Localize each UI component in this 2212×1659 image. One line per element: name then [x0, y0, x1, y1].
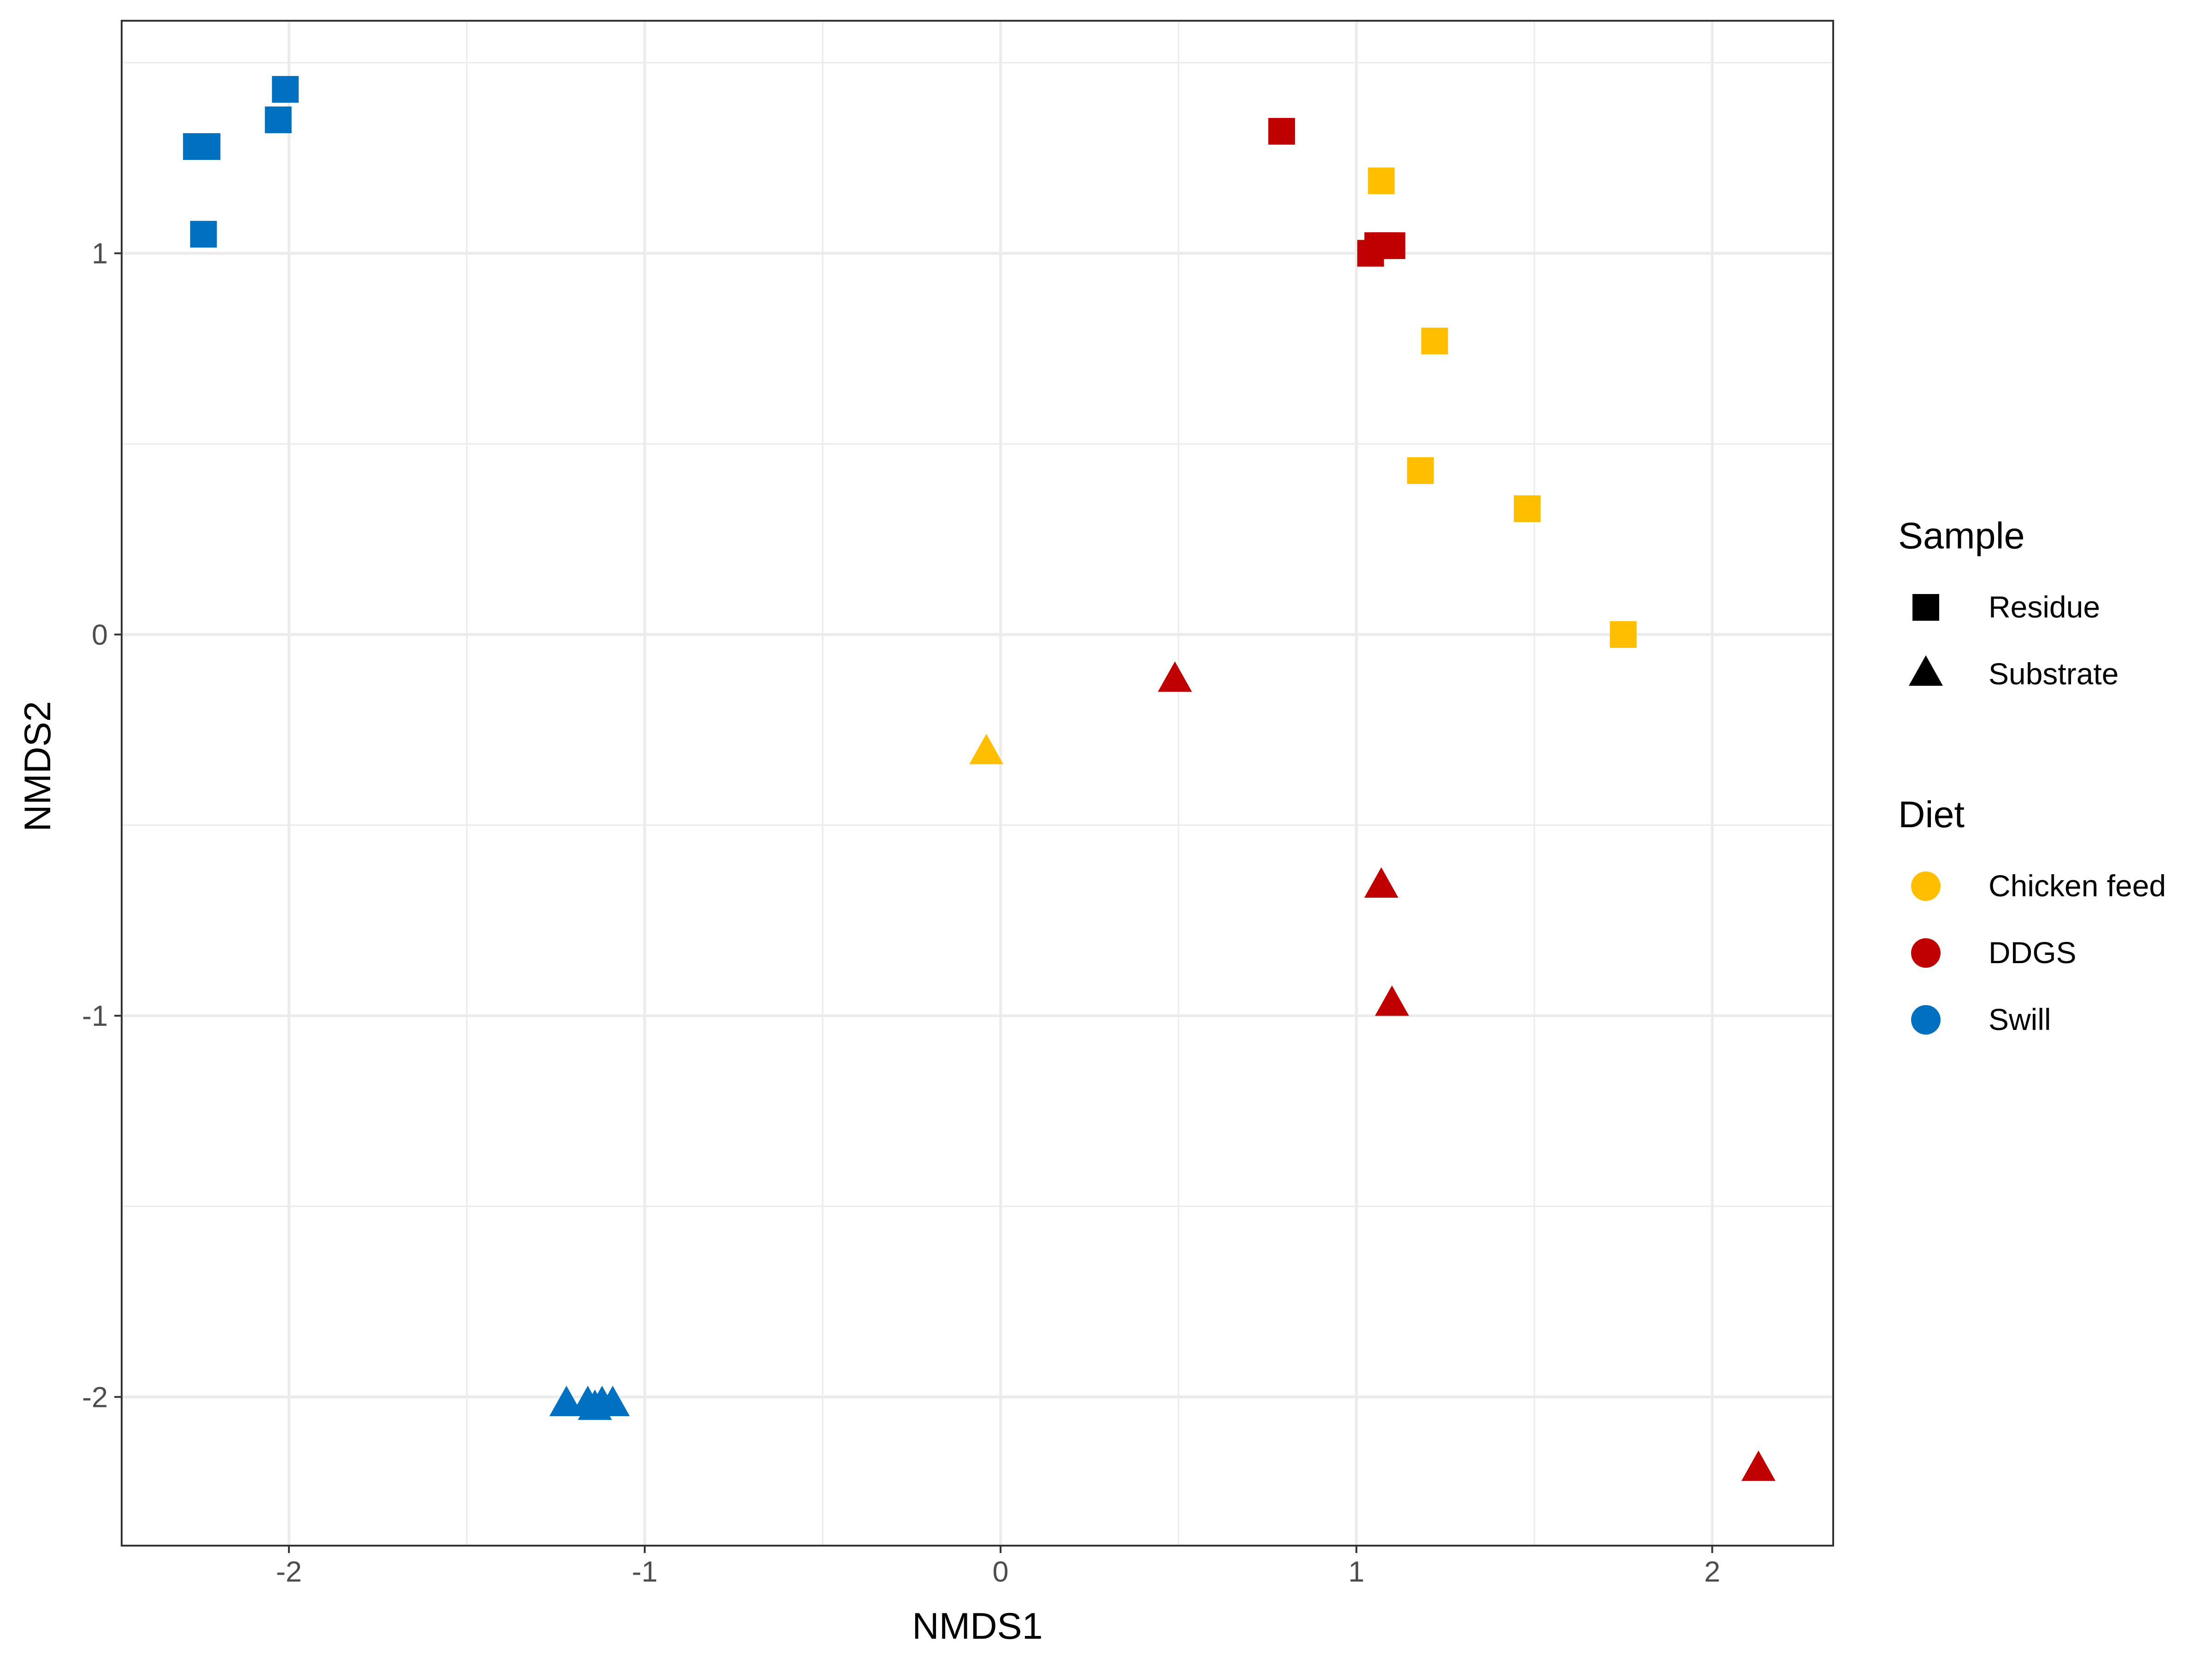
point-ddgs-substrate [1375, 985, 1409, 1016]
legend: Sample Residue Substrate Diet Chicken fe… [1898, 515, 2166, 1036]
legend-label-ddgs: DDGS [1988, 935, 2077, 970]
point-ddgs-residue [1268, 118, 1295, 145]
y-tick-label: -2 [82, 1381, 108, 1413]
minor-gridlines [122, 21, 1833, 1546]
point-chicken-feed-residue [1407, 457, 1434, 484]
panel-background [122, 21, 1833, 1546]
plot-panel [121, 20, 1834, 1547]
y-tick-label: 1 [92, 238, 108, 270]
legend-label-chicken-feed: Chicken feed [1988, 869, 2166, 903]
y-tick-label: -1 [82, 1000, 108, 1032]
x-tick-label: -2 [276, 1556, 302, 1588]
point-swill-substrate [549, 1385, 584, 1416]
legend-key-swill [1911, 1005, 1941, 1035]
point-chicken-feed-residue [1610, 621, 1637, 648]
point-ddgs-substrate [1158, 661, 1192, 692]
point-chicken-feed-residue [1421, 327, 1448, 354]
point-swill-residue [190, 221, 217, 248]
y-tick-label: 0 [92, 619, 108, 651]
x-tick-label: -1 [632, 1556, 658, 1588]
x-tick-label: 0 [993, 1556, 1009, 1588]
legend-title-sample: Sample [1898, 515, 2025, 557]
point-swill-residue [265, 106, 292, 134]
legend-key-square [1912, 594, 1939, 621]
y-axis-title: NMDS2 [17, 701, 59, 832]
y-axis: -2 -1 0 1 [82, 238, 122, 1413]
x-axis: -2 -1 0 1 2 [276, 1546, 1720, 1588]
legend-label-swill: Swill [1988, 1002, 2051, 1036]
point-swill-residue [272, 76, 299, 103]
point-ddgs-residue [1378, 232, 1406, 259]
point-chicken-feed-residue [1368, 167, 1395, 194]
legend-label-substrate: Substrate [1988, 657, 2119, 691]
panel-border [121, 20, 1834, 1547]
legend-key-chicken-feed [1911, 871, 1941, 901]
point-swill-substrate [595, 1385, 630, 1416]
point-ddgs-substrate [1741, 1450, 1776, 1481]
legend-key-triangle [1909, 655, 1943, 686]
point-ddgs-substrate [1364, 867, 1399, 898]
point-chicken-feed-residue [1513, 495, 1541, 522]
legend-label-residue: Residue [1988, 590, 2100, 624]
legend-shape-keys [1909, 594, 1943, 686]
legend-key-ddgs [1911, 938, 1941, 968]
point-swill-residue [194, 133, 221, 160]
point-chicken-feed-substrate [969, 734, 1004, 765]
legend-color-keys [1911, 871, 1941, 1035]
major-gridlines [122, 21, 1833, 1546]
x-axis-title: NMDS1 [912, 1606, 1043, 1647]
data-points [183, 76, 1776, 1481]
x-tick-label: 2 [1704, 1556, 1720, 1588]
x-tick-label: 1 [1348, 1556, 1365, 1588]
legend-title-diet: Diet [1898, 794, 1965, 835]
